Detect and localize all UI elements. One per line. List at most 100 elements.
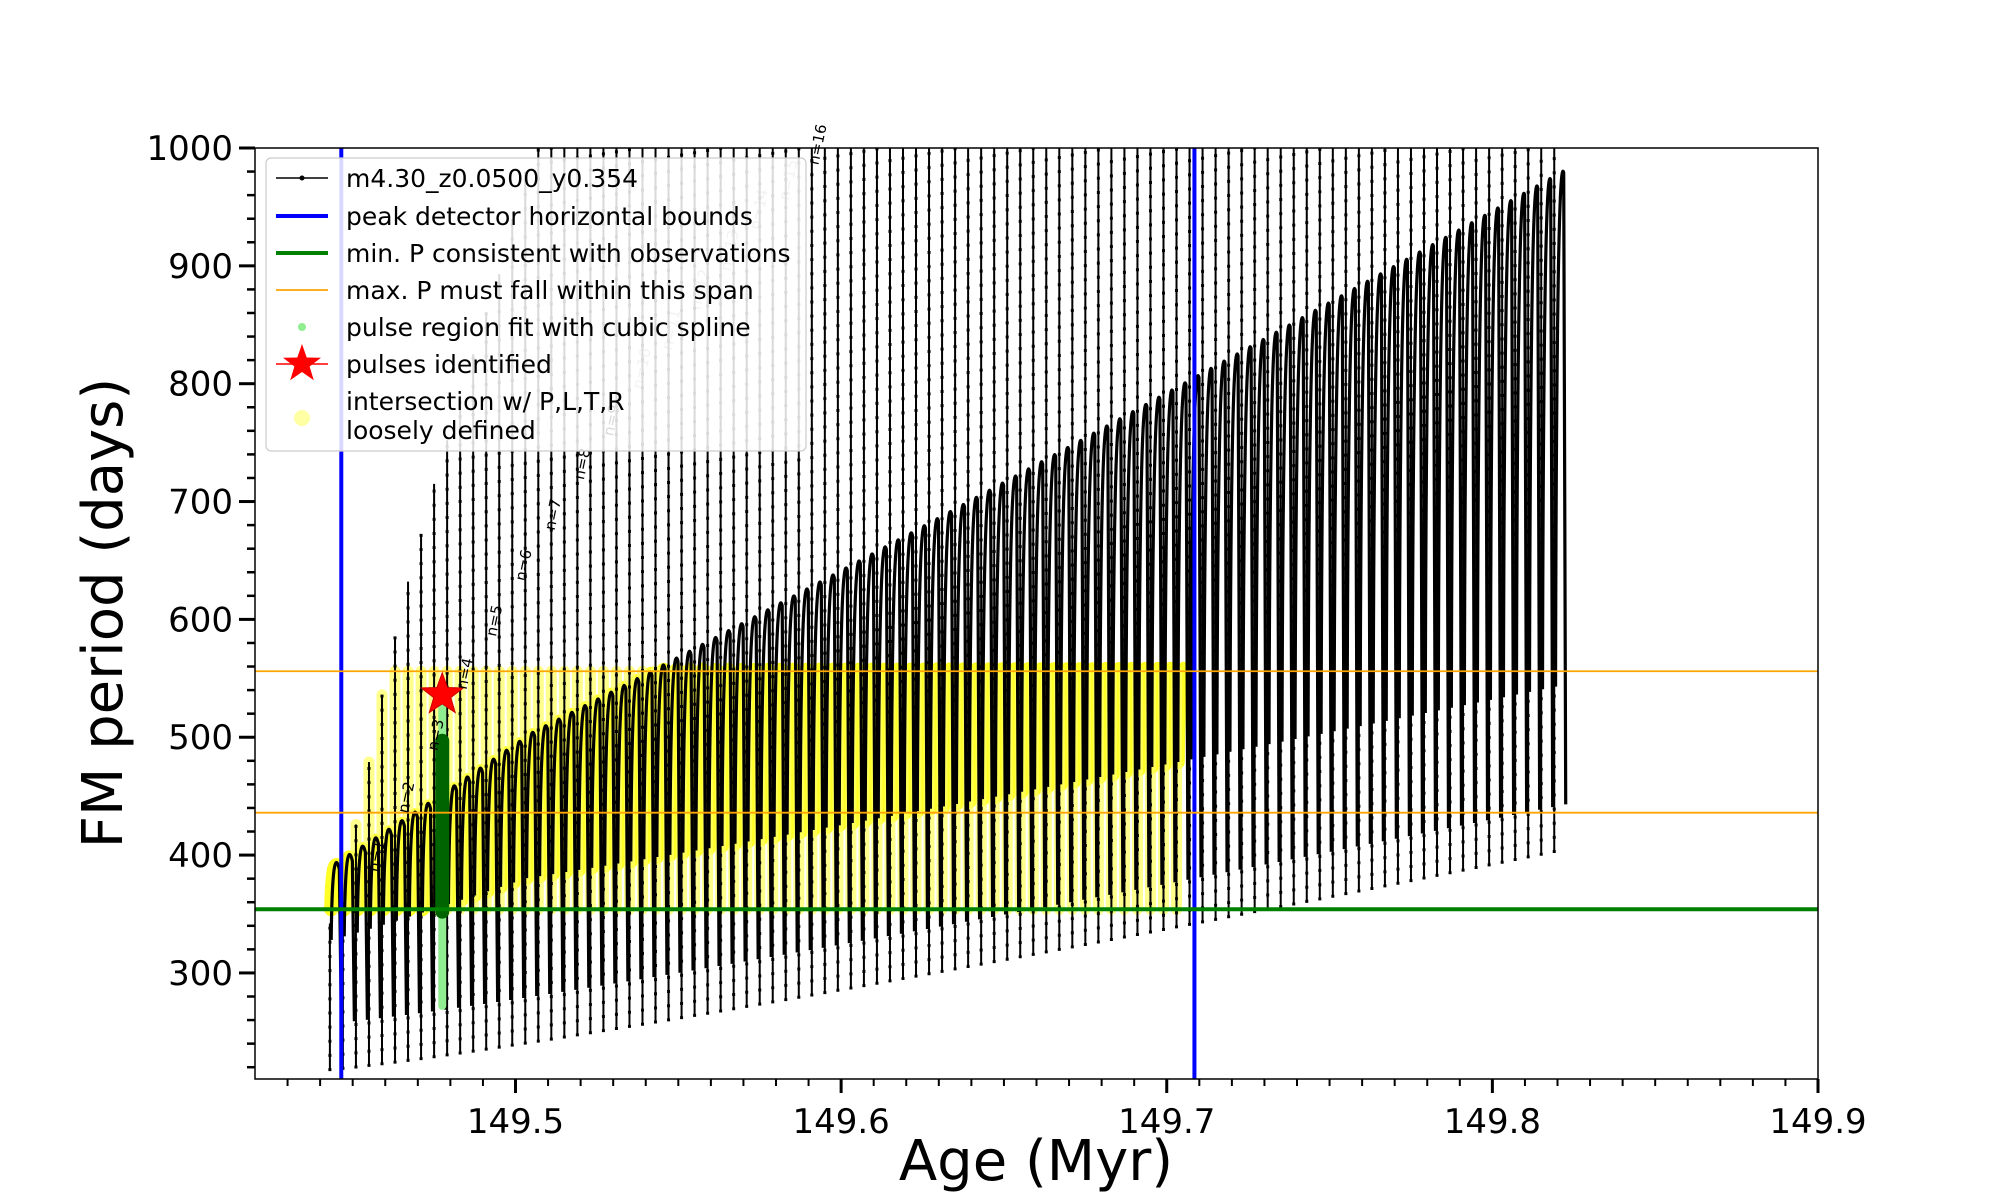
- model-interpulse-curve: [642, 670, 656, 978]
- model-interpulse-curve: [1045, 453, 1060, 905]
- model-interpulse-curve: [1501, 199, 1516, 816]
- model-interpulse-curve: [1436, 235, 1451, 829]
- model-interpulse-curve: [1085, 431, 1099, 898]
- model-interpulse-curve: [967, 496, 982, 920]
- model-interpulse-curve: [1072, 438, 1086, 900]
- model-interpulse-curve: [1345, 287, 1359, 847]
- model-interpulse-curve: [1137, 403, 1151, 888]
- model-interpulse-curve: [746, 615, 760, 960]
- model-interpulse-curve: [1032, 460, 1047, 908]
- model-interpulse-curve: [941, 510, 956, 925]
- y-tick-label: 300: [168, 954, 233, 994]
- model-interpulse-curve: [1397, 257, 1412, 837]
- model-interpulse-curve: [772, 601, 786, 955]
- model-interpulse-curve: [850, 559, 864, 941]
- model-interpulse-curve: [889, 538, 904, 934]
- model-interpulse-curve: [537, 724, 552, 994]
- model-interpulse-curve: [1163, 388, 1177, 883]
- model-pulse-points: [393, 636, 397, 1064]
- model-interpulse-curve: [811, 580, 825, 948]
- legend-label: min. P consistent with observations: [346, 239, 791, 268]
- y-axis-label: FM period (days): [71, 378, 136, 848]
- model-interpulse-curve: [1540, 177, 1555, 808]
- model-interpulse-curve: [954, 503, 969, 922]
- model-interpulse-curve: [472, 766, 487, 1004]
- model-interpulse-curve: [590, 697, 604, 986]
- model-interpulse-curve: [1358, 279, 1372, 844]
- model-interpulse-curve: [1059, 446, 1073, 903]
- model-interpulse-curve: [1019, 467, 1034, 910]
- model-interpulse-curve: [902, 531, 917, 932]
- model-interpulse-curve: [1384, 265, 1398, 839]
- model-interpulse-curve: [915, 524, 930, 929]
- model-interpulse-curve: [798, 587, 812, 951]
- model-interpulse-curve: [381, 827, 396, 1017]
- x-tick-label: 149.7: [1118, 1102, 1215, 1142]
- model-interpulse-curve: [980, 488, 995, 917]
- model-interpulse-curve: [1371, 272, 1385, 842]
- model-interpulse-curve: [459, 775, 474, 1006]
- model-interpulse-curve: [368, 836, 383, 1019]
- model-interpulse-curve: [681, 649, 695, 971]
- model-interpulse-curve: [551, 717, 565, 992]
- y-tick-label: 900: [168, 247, 233, 287]
- model-interpulse-curve: [1150, 395, 1164, 885]
- model-pulse-points: [458, 400, 462, 1055]
- pulse-number-label: n=16: [805, 122, 831, 166]
- model-pulse-points: [367, 766, 371, 1067]
- legend-label: m4.30_z0.0500_y0.354: [346, 164, 638, 193]
- legend-label: max. P must fall within this span: [346, 276, 754, 305]
- model-interpulse-curve: [342, 853, 356, 1022]
- model-interpulse-curve: [577, 704, 591, 988]
- legend-label: peak detector horizontal bounds: [346, 202, 753, 231]
- x-tick-label: 149.8: [1444, 1102, 1541, 1142]
- model-interpulse-curve: [1462, 221, 1477, 823]
- legend-label: pulses identified: [346, 350, 552, 379]
- model-interpulse-curve: [1006, 474, 1021, 913]
- model-interpulse-curve: [1449, 228, 1464, 826]
- model-interpulse-curve: [1514, 191, 1529, 813]
- model-interpulse-curve: [1423, 243, 1438, 831]
- model-interpulse-curve: [655, 663, 669, 975]
- axis-ticks: 149.5 149.6 149.7 149.8 149.9 300 400 500 600 700…: [146, 129, 1866, 1142]
- model-pulse-points: [432, 489, 436, 1059]
- model-interpulse-curve: [993, 481, 1008, 915]
- model-interpulse-curve: [1215, 359, 1229, 873]
- model-pulse-points: [380, 694, 384, 1066]
- model-interpulse-curve: [329, 861, 343, 1023]
- x-tick-label: 149.9: [1769, 1102, 1866, 1142]
- pulse-number-label: n=6: [511, 548, 535, 583]
- model-interpulse-curve: [1267, 330, 1281, 862]
- model-interpulse-curve: [824, 573, 838, 946]
- model-interpulse-curve: [498, 748, 513, 1001]
- model-interpulse-curve: [785, 594, 799, 953]
- model-interpulse-curve: [1410, 250, 1425, 834]
- model-interpulse-curve: [629, 677, 643, 980]
- model-interpulse-curve: [928, 517, 943, 927]
- legend-label: pulse region fit with cubic spline: [346, 313, 751, 342]
- x-tick-label: 149.6: [792, 1102, 889, 1142]
- model-interpulse-curve: [759, 608, 773, 958]
- model-interpulse-curve: [837, 566, 851, 944]
- model-interpulse-curve: [485, 757, 500, 1003]
- legend-handle-star: [283, 344, 321, 381]
- identified-pulse-star: [419, 671, 465, 714]
- model-interpulse-curve: [1475, 213, 1490, 821]
- model-interpulse-curve: [1098, 424, 1112, 895]
- model-interpulse-curve: [420, 801, 435, 1012]
- model-interpulse-curve: [1332, 294, 1346, 850]
- model-interpulse-curve: [733, 622, 747, 962]
- legend-label: intersection w/ P,L,T,R: [346, 387, 625, 416]
- model-interpulse-curve: [1241, 345, 1255, 868]
- x-axis-label: Age (Myr): [899, 1129, 1173, 1194]
- model-interpulse-curve: [1293, 316, 1307, 857]
- model-interpulse-curve: [1280, 323, 1294, 860]
- legend-handle-dot: [294, 410, 310, 426]
- legend-handle-dot: [298, 323, 306, 331]
- model-interpulse-curve: [1202, 366, 1216, 875]
- legend-handle-marker: [299, 175, 305, 181]
- model-interpulse-curve: [1319, 301, 1333, 852]
- y-tick-label: 500: [168, 718, 233, 758]
